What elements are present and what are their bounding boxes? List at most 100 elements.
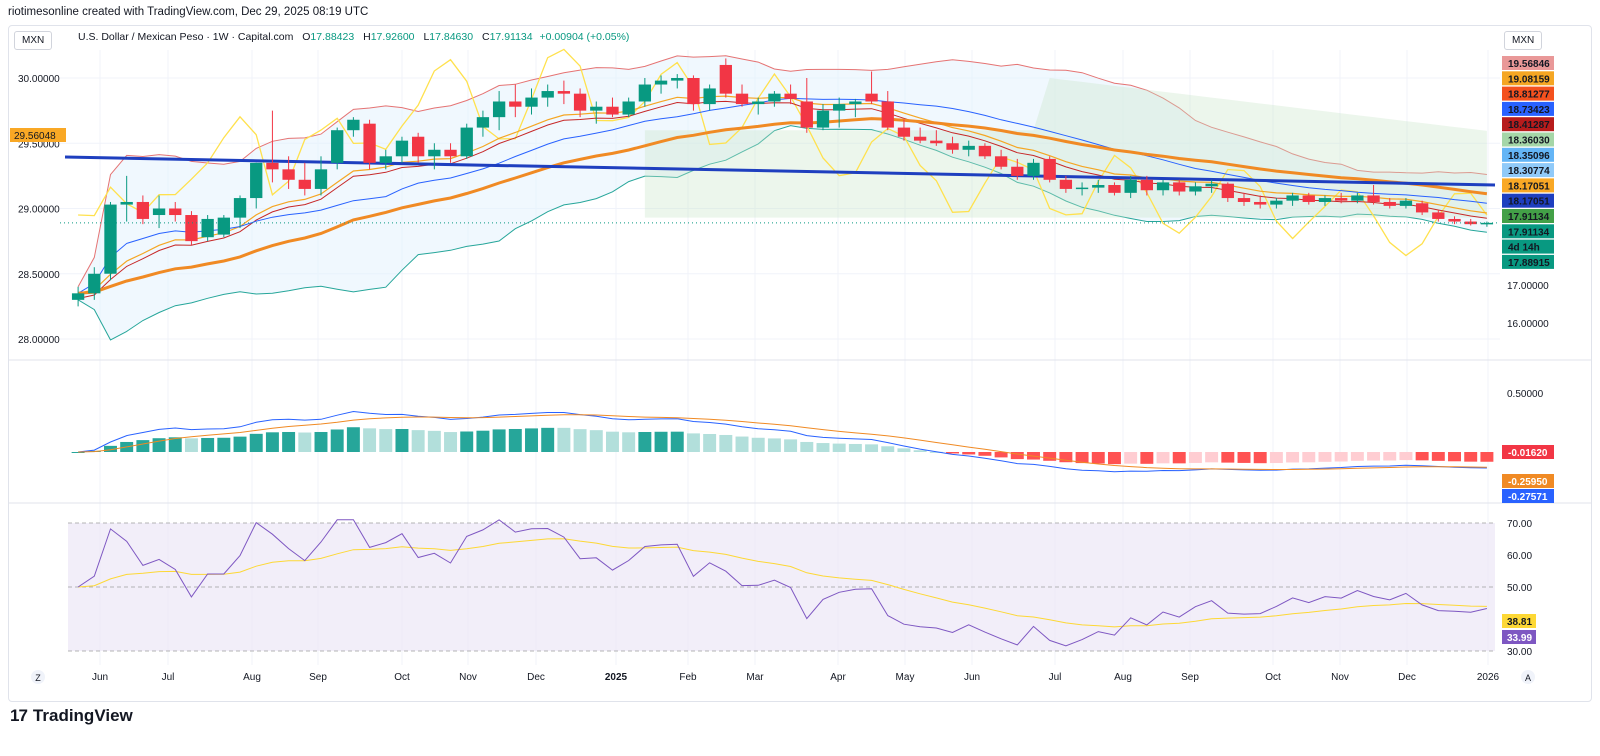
candle-body: [347, 119, 360, 131]
candle: [881, 91, 894, 131]
candle: [1237, 192, 1251, 206]
price-label-text: 18.35096: [1508, 151, 1550, 162]
macd-hist-bar: [719, 434, 733, 452]
macd-hist-bar: [978, 452, 992, 456]
candle-body: [104, 204, 117, 274]
candle-body: [1075, 187, 1089, 190]
candle: [201, 215, 214, 242]
macd-hist-bar: [233, 436, 247, 452]
candle-body: [1270, 200, 1283, 205]
price-label-box: [1502, 163, 1554, 178]
candle-body: [428, 149, 441, 157]
change-value: +0.00904 (+0.05%): [539, 31, 630, 43]
price-label-box: [1502, 101, 1554, 116]
open-value: 17.88423: [310, 31, 355, 43]
chart-frame: [8, 25, 1592, 702]
candle: [314, 156, 328, 196]
symbol-title: U.S. Dollar / Mexican Peso · 1W · Capita…: [78, 31, 294, 43]
candle: [1432, 209, 1445, 222]
macd-hist-bar: [962, 452, 976, 455]
macd-hist-bar: [751, 437, 765, 452]
left-axis-highlight-label: 29.56048: [14, 131, 56, 142]
x-axis-label: Nov: [459, 672, 477, 683]
bollinger-lower-line: [77, 125, 1487, 341]
right-currency-label[interactable]: MXN: [1504, 31, 1543, 50]
candle-body: [363, 123, 376, 163]
x-axis-label: Oct: [394, 672, 410, 683]
candle-body: [88, 273, 101, 294]
candle-body: [897, 127, 911, 137]
candle: [573, 88, 587, 118]
macd-label-box: [1502, 445, 1554, 459]
macd-label-text: -0.27571: [1508, 492, 1548, 503]
macd-hist-bar: [703, 433, 717, 452]
macd-hist-bar: [1464, 452, 1478, 462]
candle: [347, 117, 360, 137]
candle: [865, 71, 878, 105]
macd-hist-bar: [1480, 452, 1494, 462]
candle: [590, 101, 603, 124]
macd-hist-bar: [1188, 452, 1202, 463]
macd-hist-bar: [427, 430, 441, 452]
macd-hist-bar: [832, 443, 846, 452]
candle: [460, 123, 473, 159]
candle-body: [1383, 201, 1396, 206]
candle: [1075, 182, 1089, 196]
price-label-text: 18.81277: [1508, 90, 1550, 101]
macd-hist-bar: [605, 431, 619, 452]
price-label-box: [1502, 193, 1554, 208]
candle: [185, 211, 198, 246]
candle: [1383, 198, 1396, 209]
candle: [444, 143, 457, 163]
price-label-text: 17.91134: [1508, 227, 1550, 238]
left-currency-label[interactable]: MXN: [14, 31, 53, 50]
candle-body: [557, 91, 571, 94]
candle: [1108, 182, 1121, 196]
candle: [978, 143, 992, 159]
macd-label-box: [1502, 474, 1554, 488]
candle: [816, 104, 830, 131]
price-label-text: 19.08159: [1508, 74, 1550, 85]
price-label-text: 18.41287: [1508, 120, 1550, 131]
macd-hist-bar: [265, 432, 279, 452]
candle-body: [671, 78, 684, 81]
candle: [800, 78, 813, 133]
tradingview-logo: 17 TradingView: [10, 706, 133, 726]
macd-label-box: [1502, 489, 1554, 503]
candle: [136, 195, 150, 225]
macd-hist-bar: [444, 432, 458, 452]
x-axis-label: Apr: [830, 672, 846, 683]
candle: [1043, 156, 1056, 183]
candle: [719, 58, 732, 98]
candle-body: [1237, 198, 1251, 202]
candle-body: [913, 136, 927, 141]
macd-hist-bar: [363, 428, 377, 452]
left-axis-tick: 29.50000: [18, 139, 60, 150]
candle: [379, 149, 392, 170]
candle-body: [687, 78, 700, 105]
macd-hist-bar: [379, 429, 393, 452]
candle-body: [395, 140, 409, 157]
candle-body: [169, 208, 182, 216]
macd-hist-bar: [298, 432, 312, 452]
macd-hist-bar: [865, 444, 879, 452]
candle-body: [994, 156, 1008, 167]
macd-hist-bar: [1318, 452, 1332, 462]
candle: [1156, 179, 1170, 196]
macd-hist-bar: [573, 429, 587, 452]
price-label-text: 18.17051: [1508, 197, 1550, 208]
candle: [930, 130, 943, 146]
price-label-box: [1502, 224, 1554, 239]
macd-hist-bar: [816, 443, 830, 452]
rsi-label-text: 38.81: [1507, 617, 1532, 628]
x-axis-label: Feb: [679, 672, 697, 683]
candle: [88, 267, 101, 300]
macd-hist-bar: [735, 436, 749, 452]
macd-label-text: -0.25950: [1508, 477, 1548, 488]
candle-body: [638, 84, 652, 102]
macd-hist-bar: [184, 438, 198, 452]
candle: [1205, 179, 1218, 193]
candle-body: [541, 91, 554, 98]
candle-body: [1480, 222, 1494, 225]
